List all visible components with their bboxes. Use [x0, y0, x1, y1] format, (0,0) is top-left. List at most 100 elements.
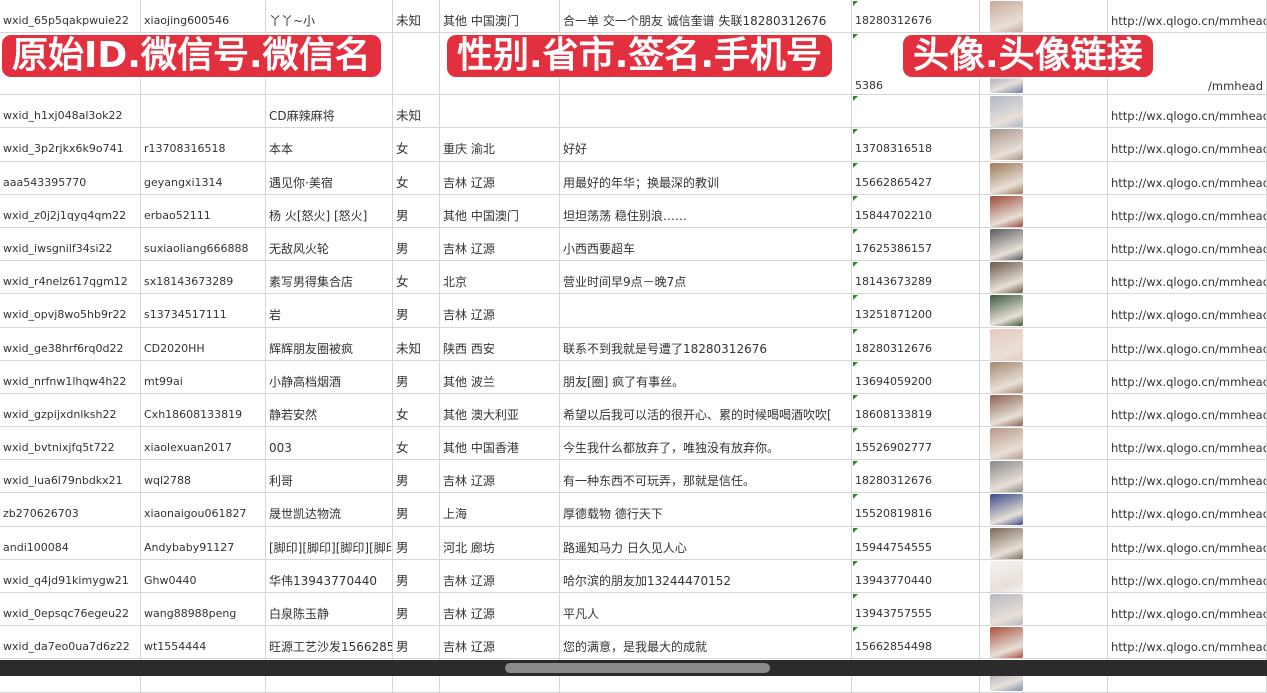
original-id-cell[interactable]: andi100084	[0, 526, 141, 559]
wechat-name-cell[interactable]: 杨 火[怒火] [怒火]	[266, 194, 393, 227]
avatar-url-cell[interactable]: http://wx.qlogo.cn/mmhead	[1108, 194, 1267, 227]
gender-cell[interactable]: 未知	[393, 95, 440, 128]
avatar-url-cell[interactable]: http://wx.qlogo.cn/mmhead	[1108, 161, 1267, 194]
avatar-cell[interactable]	[980, 393, 1108, 427]
wechat-name-cell[interactable]: 遇见你·美宿	[266, 161, 393, 194]
wechat-id-cell[interactable]: xiaolexuan2017	[141, 427, 266, 460]
region-cell[interactable]: 上海	[440, 493, 560, 526]
signature-cell[interactable]: 朋友[圈] 疯了有事丝。	[560, 360, 852, 393]
wechat-name-cell[interactable]: 利哥	[266, 460, 393, 493]
phone-cell[interactable]: 15662854498	[852, 626, 980, 659]
wechat-id-cell[interactable]: erbao52111	[141, 194, 266, 227]
wechat-id-cell[interactable]: wang88988peng	[141, 593, 266, 626]
avatar-url-cell[interactable]: http://wx.qlogo.cn/mmhead	[1108, 261, 1267, 294]
region-cell[interactable]: 吉林 辽源	[440, 593, 560, 626]
signature-cell[interactable]: 联系不到我就是号遭了18280312676	[560, 327, 852, 360]
region-cell[interactable]: 陕西 西安	[440, 327, 560, 360]
avatar-url-cell[interactable]: http://wx.qlogo.cn/mmhead	[1108, 227, 1267, 261]
wechat-name-cell[interactable]: 旺源工艺沙发15662854	[266, 626, 393, 659]
gender-cell[interactable]: 女	[393, 393, 440, 427]
gender-cell[interactable]: 女	[393, 427, 440, 460]
wechat-id-cell[interactable]: r13708316518	[141, 128, 266, 161]
wechat-name-cell[interactable]: 白泉陈玉静	[266, 593, 393, 626]
phone-cell[interactable]: 18143673289	[852, 261, 980, 294]
region-cell[interactable]: 其他 波兰	[440, 360, 560, 393]
original-id-cell[interactable]: wxid_0epsqc76egeu22	[0, 593, 141, 626]
original-id-cell[interactable]: wxid_da7eo0ua7d6z22	[0, 626, 141, 659]
wechat-id-cell[interactable]: Ghw0440	[141, 559, 266, 592]
signature-cell[interactable]: 坦坦荡荡 稳住别浪……	[560, 194, 852, 227]
wechat-id-cell[interactable]: sx18143673289	[141, 261, 266, 294]
gender-cell[interactable]: 男	[393, 227, 440, 261]
region-cell[interactable]: 其他 中国香港	[440, 427, 560, 460]
region-cell[interactable]: 吉林 辽源	[440, 161, 560, 194]
avatar-cell[interactable]	[980, 95, 1108, 128]
signature-cell[interactable]: 今生我什么都放弃了，唯独没有放弃你。	[560, 427, 852, 460]
wechat-id-cell[interactable]: Andybaby91127	[141, 526, 266, 559]
gender-cell[interactable]: 男	[393, 360, 440, 393]
gender-cell[interactable]: 男	[393, 194, 440, 227]
avatar-url-cell[interactable]: http://wx.qlogo.cn/mmhead	[1108, 393, 1267, 427]
region-cell[interactable]	[440, 95, 560, 128]
signature-cell[interactable]: 厚德载物 德行天下	[560, 493, 852, 526]
region-cell[interactable]: 其他 中国澳门	[440, 194, 560, 227]
gender-cell[interactable]: 女	[393, 161, 440, 194]
region-cell[interactable]: 北京	[440, 261, 560, 294]
original-id-cell[interactable]: wxid_r4nelz617qgm12	[0, 261, 141, 294]
wechat-name-cell[interactable]: 丫丫~小	[266, 0, 393, 33]
avatar-cell[interactable]	[980, 161, 1108, 194]
signature-cell[interactable]: 合一单 交一个朋友 诚信奎谱 失联18280312676	[560, 0, 852, 33]
avatar-url-cell[interactable]: http://wx.qlogo.cn/mmhead	[1108, 427, 1267, 460]
gender-cell[interactable]: 男	[393, 626, 440, 659]
avatar-url-cell[interactable]: http://wx.qlogo.cn/mmhead	[1108, 559, 1267, 592]
original-id-cell[interactable]: wxid_nrfnw1lhqw4h22	[0, 360, 141, 393]
wechat-name-cell[interactable]: 岩	[266, 294, 393, 327]
avatar-cell[interactable]	[980, 460, 1108, 493]
bottom-scrollbar-track[interactable]	[0, 660, 1267, 676]
wechat-id-cell[interactable]: wt1554444	[141, 626, 266, 659]
original-id-cell[interactable]: aaa543395770	[0, 161, 141, 194]
wechat-id-cell[interactable]: wql2788	[141, 460, 266, 493]
avatar-url-cell[interactable]: http://wx.qlogo.cn/mmhead	[1108, 460, 1267, 493]
phone-cell[interactable]: 15520819816	[852, 493, 980, 526]
phone-cell[interactable]: 13694059200	[852, 360, 980, 393]
gender-cell[interactable]: 男	[393, 559, 440, 592]
avatar-cell[interactable]	[980, 327, 1108, 360]
signature-cell[interactable]: 好好	[560, 128, 852, 161]
phone-cell[interactable]: 13943770440	[852, 559, 980, 592]
gender-cell[interactable]: 男	[393, 294, 440, 327]
region-cell[interactable]: 吉林 辽源	[440, 227, 560, 261]
phone-cell[interactable]: 15662865427	[852, 161, 980, 194]
original-id-cell[interactable]: wxid_h1xj048al3ok22	[0, 95, 141, 128]
avatar-cell[interactable]	[980, 360, 1108, 393]
avatar-url-cell[interactable]: http://wx.qlogo.cn/mmhead	[1108, 626, 1267, 659]
region-cell[interactable]: 其他 澳大利亚	[440, 393, 560, 427]
phone-cell[interactable]: 18608133819	[852, 393, 980, 427]
wechat-id-cell[interactable]: Cxh18608133819	[141, 393, 266, 427]
avatar-cell[interactable]	[980, 128, 1108, 161]
signature-cell[interactable]: 有一种东西不可玩弄，那就是信任。	[560, 460, 852, 493]
avatar-cell[interactable]	[980, 526, 1108, 559]
wechat-id-cell[interactable]: xiaojing600546	[141, 0, 266, 33]
original-id-cell[interactable]: wxid_opvj8wo5hb9r22	[0, 294, 141, 327]
phone-cell[interactable]: 17625386157	[852, 227, 980, 261]
region-cell[interactable]: 吉林 辽源	[440, 559, 560, 592]
original-id-cell[interactable]: wxid_gzpijxdnlksh22	[0, 393, 141, 427]
wechat-name-cell[interactable]: 无敌风火轮	[266, 227, 393, 261]
signature-cell[interactable]: 平凡人	[560, 593, 852, 626]
original-id-cell[interactable]: wxid_q4jd91kimygw21	[0, 559, 141, 592]
avatar-url-cell[interactable]: http://wx.qlogo.cn/mmhead	[1108, 95, 1267, 128]
gender-cell[interactable]: 男	[393, 593, 440, 626]
avatar-cell[interactable]	[980, 261, 1108, 294]
signature-cell[interactable]: 路遥知马力 日久见人心	[560, 526, 852, 559]
phone-cell[interactable]: 13251871200	[852, 294, 980, 327]
wechat-name-cell[interactable]: 静若安然	[266, 393, 393, 427]
avatar-cell[interactable]	[980, 427, 1108, 460]
wechat-id-cell[interactable]: geyangxi1314	[141, 161, 266, 194]
signature-cell[interactable]: 营业时间早9点－晚7点	[560, 261, 852, 294]
horizontal-scrollbar-thumb[interactable]	[505, 663, 770, 673]
region-cell[interactable]: 吉林 辽源	[440, 460, 560, 493]
wechat-name-cell[interactable]: 晟世凯达物流	[266, 493, 393, 526]
signature-cell[interactable]: 您的满意，是我最大的成就	[560, 626, 852, 659]
wechat-name-cell[interactable]: 本本	[266, 128, 393, 161]
